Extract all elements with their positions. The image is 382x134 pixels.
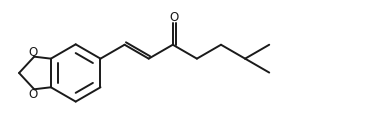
Text: O: O [28,88,37,101]
Text: O: O [170,11,179,24]
Text: O: O [28,46,37,59]
